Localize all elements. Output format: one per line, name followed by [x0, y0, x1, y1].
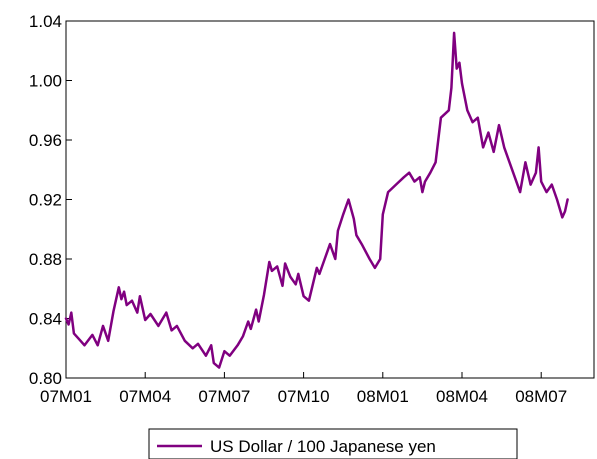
y-tick-label: 1.04 [29, 12, 62, 31]
plot-area: 0.800.840.880.920.961.001.04 07M01 07M04 0… [29, 12, 595, 406]
y-tick-label: 1.00 [29, 72, 62, 91]
y-tick-label: 0.80 [29, 369, 62, 388]
y-tick-label: 0.96 [29, 131, 62, 150]
x-tick-label: 08M01 [357, 387, 409, 406]
x-tick-label: 07M07 [198, 387, 250, 406]
y-tick-label: 0.84 [29, 310, 62, 329]
x-tick-label: 08M04 [436, 387, 488, 406]
x-tick-label: 08M07 [515, 387, 567, 406]
series-line [64, 31, 569, 369]
legend-label: US Dollar / 100 Japanese yen [210, 437, 436, 456]
x-tick-label: 07M04 [119, 387, 171, 406]
y-tick-label: 0.88 [29, 250, 62, 269]
x-tick-label: 07M10 [278, 387, 330, 406]
y-axis: 0.80 0.84 0.88 0.92 0.96 1.00 1.04 [29, 12, 72, 388]
x-axis: 07M01 07M04 07M07 07M10 08M01 08M04 08M07 [40, 372, 567, 406]
x-tick-label: 07M01 [40, 387, 92, 406]
legend: US Dollar / 100 Japanese yen [148, 428, 518, 459]
y-tick-label: 0.92 [29, 191, 62, 210]
legend-box [148, 428, 518, 459]
series-group [64, 31, 569, 369]
